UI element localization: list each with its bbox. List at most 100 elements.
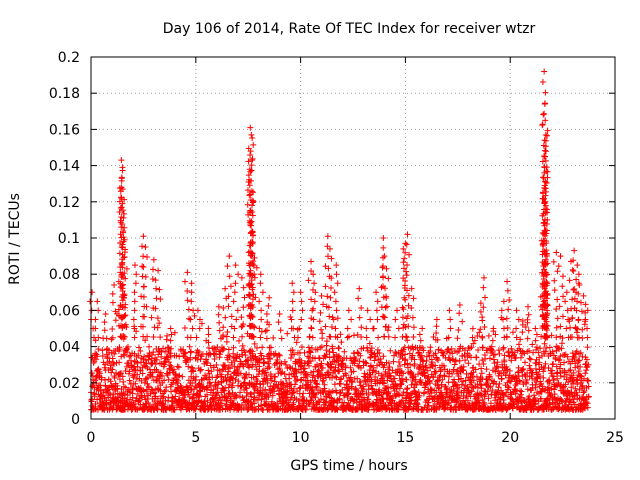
data-point	[471, 337, 478, 344]
data-point	[482, 294, 489, 301]
data-point	[408, 394, 415, 401]
data-point	[373, 289, 380, 296]
data-point	[540, 374, 547, 381]
data-point	[455, 326, 462, 333]
data-point	[187, 334, 194, 341]
data-point	[386, 363, 393, 370]
data-point	[319, 335, 326, 342]
data-point	[352, 357, 359, 364]
data-point	[157, 296, 164, 303]
data-point	[126, 377, 133, 384]
data-point	[239, 342, 246, 349]
data-point	[135, 397, 142, 404]
data-point	[226, 253, 233, 260]
data-point	[232, 280, 239, 287]
data-point	[153, 285, 160, 292]
data-point	[119, 261, 126, 268]
data-point	[563, 371, 570, 378]
data-point	[111, 282, 118, 289]
data-point	[254, 396, 261, 403]
data-point	[374, 298, 381, 305]
data-point	[331, 289, 338, 296]
data-point	[489, 347, 496, 354]
data-point	[532, 400, 539, 407]
data-point	[333, 262, 340, 269]
data-point	[326, 313, 333, 320]
data-point	[328, 363, 335, 370]
data-point	[579, 326, 586, 333]
data-point	[367, 316, 374, 323]
data-point	[334, 406, 341, 413]
data-point	[246, 192, 253, 199]
data-point	[115, 306, 122, 313]
data-point	[379, 263, 386, 270]
data-point	[287, 354, 294, 361]
data-point	[382, 285, 389, 292]
data-point	[403, 268, 410, 275]
data-point	[250, 141, 257, 148]
data-point	[339, 360, 346, 367]
data-point	[131, 334, 138, 341]
data-point	[140, 293, 147, 300]
data-point	[169, 394, 176, 401]
data-point	[248, 157, 255, 164]
data-point	[260, 355, 267, 362]
data-point	[139, 263, 146, 270]
data-point	[504, 383, 511, 390]
data-point	[156, 286, 163, 293]
data-point	[363, 334, 370, 341]
data-point	[524, 376, 531, 383]
data-point	[562, 298, 569, 305]
data-point	[259, 289, 266, 296]
x-tick-label: 15	[396, 430, 414, 446]
data-point	[573, 307, 580, 314]
data-point	[445, 334, 452, 341]
data-point	[577, 363, 584, 370]
data-point	[207, 351, 214, 358]
data-point	[254, 378, 261, 385]
data-point	[355, 295, 362, 302]
data-point	[144, 254, 151, 261]
data-point	[540, 242, 547, 249]
data-point	[118, 224, 125, 231]
data-point	[553, 249, 560, 256]
data-point	[437, 367, 444, 374]
data-point	[92, 401, 99, 408]
data-point	[215, 311, 222, 318]
data-point	[400, 259, 407, 266]
data-point	[216, 319, 223, 326]
data-point	[344, 334, 351, 341]
data-point	[119, 297, 126, 304]
data-point	[384, 327, 391, 334]
data-point	[197, 367, 204, 374]
data-point	[256, 298, 263, 305]
data-point	[118, 315, 125, 322]
data-point	[385, 360, 392, 367]
data-point	[432, 350, 439, 357]
data-point	[186, 315, 193, 322]
data-point	[229, 375, 236, 382]
data-point	[269, 392, 276, 399]
data-point	[94, 298, 101, 305]
data-point	[141, 379, 148, 386]
data-point	[482, 381, 489, 388]
data-point	[344, 391, 351, 398]
data-point	[342, 363, 349, 370]
data-point	[574, 298, 581, 305]
data-point	[188, 289, 195, 296]
data-point	[533, 331, 540, 338]
data-point	[233, 354, 240, 361]
data-point	[489, 387, 496, 394]
data-point	[312, 289, 319, 296]
data-point	[187, 354, 194, 361]
data-point	[130, 316, 137, 323]
data-point	[334, 334, 341, 341]
data-point	[399, 378, 406, 385]
data-point	[249, 314, 256, 321]
data-point	[106, 358, 113, 365]
data-point	[465, 344, 472, 351]
data-point	[543, 278, 550, 285]
data-point	[557, 253, 564, 260]
data-point	[580, 375, 587, 382]
data-point	[159, 373, 166, 380]
